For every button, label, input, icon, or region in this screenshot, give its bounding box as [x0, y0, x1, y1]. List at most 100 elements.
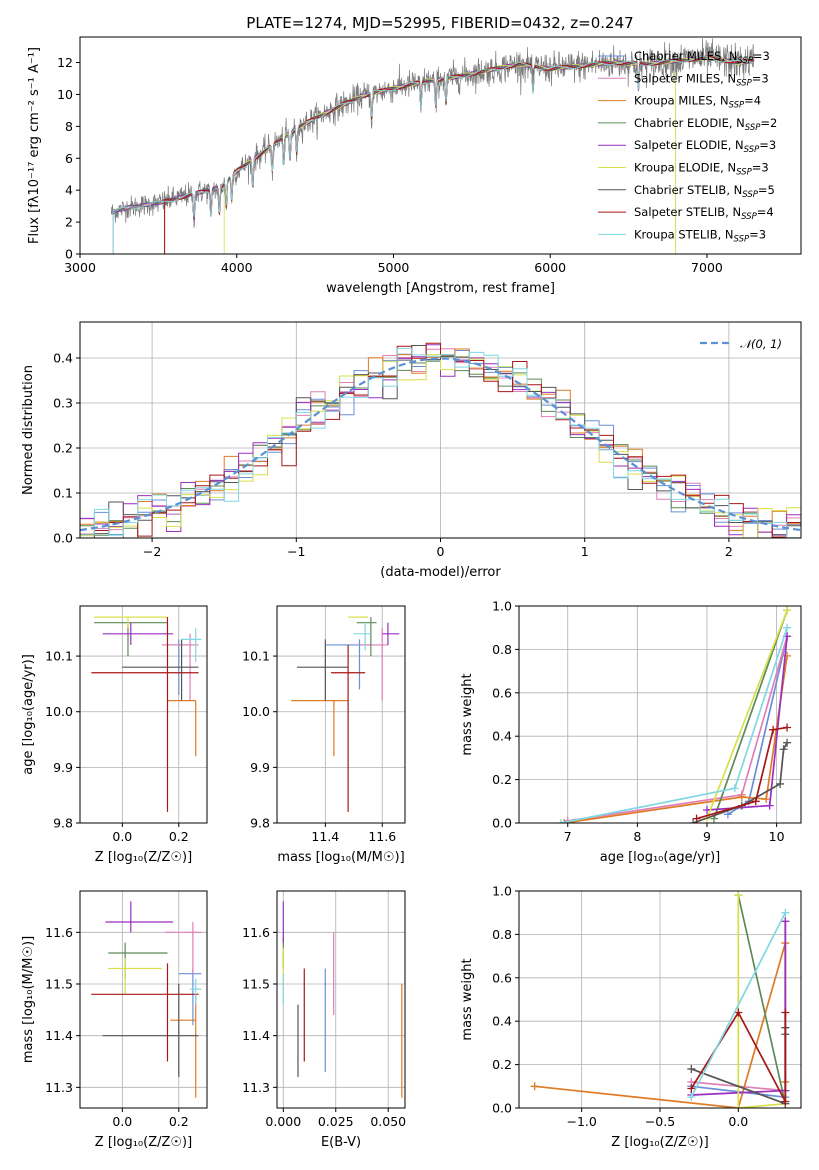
x-tick-label: 11.4: [311, 829, 339, 844]
series-line: [706, 609, 788, 820]
y-tick-label: 10.0: [242, 704, 270, 719]
plot-area: [530, 891, 790, 1108]
model-spectrum-chabrier_miles: [112, 56, 754, 254]
errorbar-chabrier_stelib: [102, 984, 199, 1077]
histogram-kroupa_stelib: [80, 347, 801, 538]
x-tick-label: −0.5: [645, 1114, 675, 1129]
y-axis-label: mass weight: [460, 958, 475, 1040]
y-tick-label: 9.9: [250, 760, 270, 775]
x-tick-label: 8: [633, 829, 641, 844]
plot-area: [556, 606, 792, 823]
axes-frame: [79, 321, 802, 539]
x-tick-label: 3000: [64, 260, 96, 275]
grid-lines: [80, 891, 207, 1108]
errorbar-salpeter_miles: [164, 922, 202, 974]
y-tick-label: 10.0: [45, 704, 73, 719]
y-tick-label: 9.8: [250, 816, 270, 831]
y-tick-label: 0.4: [492, 729, 512, 744]
errorbar-kroupa_stelib: [353, 622, 371, 651]
x-tick-label: 0: [437, 544, 445, 559]
legend-count: =2: [760, 116, 777, 130]
legend-label: Salpeter ELODIE, NSSP=3: [634, 138, 776, 155]
series-salpeter_stelib: [692, 723, 792, 823]
series-kroupa_stelib: [556, 623, 792, 823]
x-axis-label: Z [log₁₀(Z/Z☉)]: [95, 850, 192, 865]
x-tick-label: 0.0: [728, 1114, 748, 1129]
observed-spectrum: [110, 38, 755, 228]
y-tick-label: 11.3: [45, 1080, 73, 1095]
y-tick-label: 0.4: [53, 351, 73, 366]
series-marker: [734, 891, 743, 900]
y-axis-label: Flux [fλ10⁻¹⁷ erg cm⁻² s⁻¹ A⁻¹]: [27, 47, 42, 244]
legend-subscript: SSP: [736, 168, 752, 178]
model-spectrum-chabrier_elodie: [112, 56, 755, 254]
errorbar-kroupa_miles: [167, 699, 197, 757]
legend-subscript: SSP: [736, 78, 752, 88]
y-tick-label: 10.1: [45, 649, 73, 664]
legend-label: Chabrier STELIB, NSSP=5: [634, 183, 775, 200]
axes-frame: [276, 605, 406, 824]
figure-layer: 3000 4000 5000 6000 7000024681012wavelength …: [21, 36, 802, 1150]
x-tick-label: 0.025: [318, 1114, 354, 1129]
errorbar-kroupa_elodie: [94, 616, 168, 629]
errorbar-chabrier_elodie: [356, 617, 377, 657]
legend-count: =3: [752, 161, 769, 175]
series-marker: [781, 1008, 790, 1017]
y-axis-label: mass [log₁₀(M/M☉)]: [21, 936, 36, 1063]
series-marker: [560, 819, 569, 823]
x-tick-label: 4000: [221, 260, 253, 275]
x-tick-label: 7000: [691, 260, 723, 275]
y-tick-label: 11.6: [242, 925, 270, 940]
y-tick-label: 11.4: [242, 1028, 270, 1043]
errorbar-chabrier_miles: [178, 968, 202, 1026]
y-tick-label: 4: [65, 183, 73, 198]
errorbar-chabrier_elodie: [108, 942, 168, 979]
series-marker: [530, 1082, 539, 1091]
legend-count: =3: [749, 227, 766, 241]
y-tick-label: 9.8: [53, 816, 73, 831]
grid-lines: [80, 606, 207, 824]
x-tick-label: 10: [769, 829, 785, 844]
axes-frame: [518, 605, 802, 824]
legend-count: =5: [758, 183, 775, 197]
legend-text: Salpeter STELIB, N: [634, 205, 741, 219]
series-marker: [737, 792, 746, 801]
y-tick-label: 9.9: [53, 760, 73, 775]
legend-text: Salpeter ELODIE, N: [634, 138, 744, 152]
normal-curve: [80, 357, 801, 532]
legend-label: Kroupa ELODIE, NSSP=3: [634, 161, 769, 178]
errorbar-chabrier_stelib: [122, 639, 199, 701]
legend-subscript: SSP: [729, 101, 745, 111]
axes-frame: [79, 890, 208, 1109]
legend-text: Chabrier ELODIE, N: [634, 116, 745, 130]
panel-age_vs_Z: 0.0 0.2 9.8 9.9 10.0 10.1 Z [log₁₀(Z/Z☉)] age […: [21, 605, 208, 865]
x-tick-label: 2: [725, 544, 733, 559]
model-spectrum-chabrier_stelib: [112, 56, 754, 254]
grid-lines: [277, 891, 405, 1108]
legend-text: Kroupa STELIB, N: [634, 227, 734, 241]
legend-label: Salpeter STELIB, NSSP=4: [634, 205, 774, 222]
model-spectrum-kroupa_miles: [112, 56, 754, 254]
series-marker: [765, 801, 774, 810]
errorbar-salpeter_miles: [359, 628, 388, 701]
series-line: [690, 912, 787, 1098]
panel-age_vs_mass: 11.4 11.6 9.8 9.9 10.0 10.1 mass [log₁₀(M/M☉)]: [242, 605, 406, 865]
model-spectrum-salpeter_elodie: [112, 57, 755, 254]
legend-label: Kroupa MILES, NSSP=4: [634, 94, 761, 111]
axes-frame: [79, 36, 802, 255]
series-marker: [751, 797, 760, 806]
x-tick-label: 0.2: [169, 1114, 189, 1129]
series-marker: [776, 779, 785, 788]
x-tick-label: 11.6: [368, 829, 396, 844]
model-spectrum-salpeter_miles: [112, 55, 754, 254]
series-marker: [783, 723, 792, 732]
x-tick-label: 7: [564, 829, 572, 844]
y-axis-label: Normed distribution: [21, 365, 36, 495]
panel-mass_vs_Z: 0.0 0.2 11.3 11.4 11.5 11.6 Z [log₁₀(Z/Z☉)] mas…: [21, 890, 208, 1150]
legend-subscript: SSP: [737, 56, 753, 66]
legend-text: Chabrier STELIB, N: [634, 183, 742, 197]
series-line: [713, 610, 788, 819]
y-tick-label: 0.4: [492, 1014, 512, 1029]
